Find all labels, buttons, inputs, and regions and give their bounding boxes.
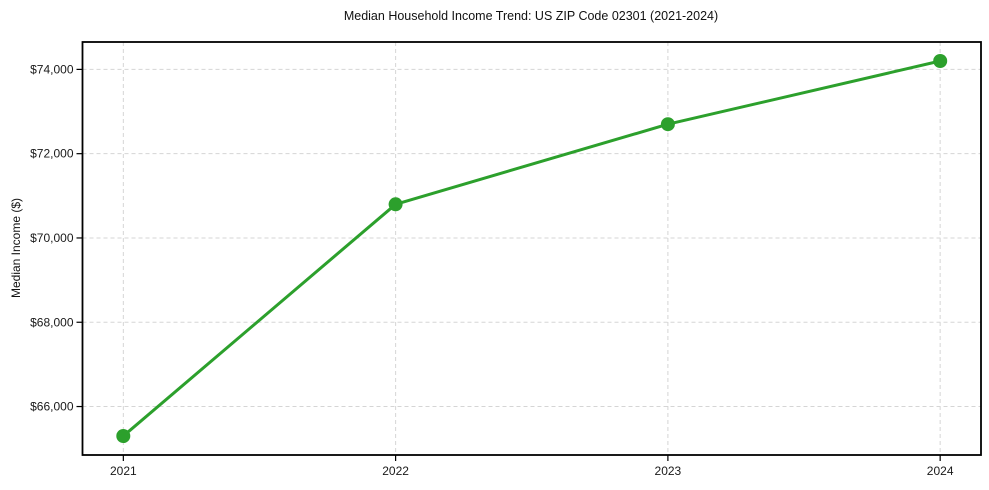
plot-border [81,41,982,456]
y-tick-label: $66,000 [30,400,74,414]
data-point-marker [388,197,403,212]
x-tick-label: 2021 [110,464,137,478]
data-point-marker [116,429,131,443]
data-point-marker [660,117,675,132]
y-tick-label: $74,000 [30,62,74,76]
chart-title: Median Household Income Trend: US ZIP Co… [343,9,719,23]
y-tick-label: $70,000 [30,231,74,245]
trend-line [121,59,942,438]
x-tick-label: 2024 [927,464,954,478]
y-tick-label: $72,000 [30,147,74,161]
x-tick-label: 2022 [382,464,409,478]
y-tick-label: $68,000 [30,315,74,329]
data-point-marker [933,54,948,68]
x-tick-label: 2023 [655,464,682,478]
